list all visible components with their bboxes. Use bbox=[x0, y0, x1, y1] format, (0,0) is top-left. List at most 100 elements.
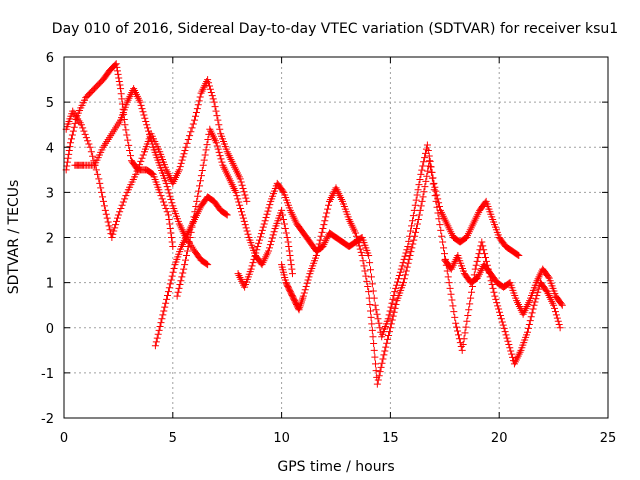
data-point bbox=[362, 272, 370, 280]
data-point bbox=[99, 193, 107, 201]
data-point bbox=[534, 288, 542, 296]
data-point bbox=[114, 70, 122, 78]
data-point bbox=[92, 166, 100, 174]
data-point bbox=[206, 85, 214, 93]
data-point bbox=[408, 222, 416, 230]
data-point bbox=[313, 248, 321, 256]
data-point bbox=[354, 239, 362, 247]
data-point bbox=[460, 335, 468, 343]
data-point bbox=[132, 170, 140, 178]
data-point bbox=[86, 143, 94, 151]
data-point bbox=[165, 215, 173, 223]
data-point bbox=[438, 232, 446, 240]
data-point bbox=[283, 234, 291, 241]
data-point bbox=[207, 88, 215, 96]
data-point bbox=[102, 210, 110, 218]
data-point bbox=[361, 267, 369, 275]
data-point bbox=[457, 342, 465, 350]
series-track bbox=[62, 76, 251, 241]
data-point bbox=[68, 131, 76, 139]
data-point bbox=[234, 195, 242, 203]
data-point bbox=[287, 261, 295, 269]
data-point bbox=[209, 95, 217, 103]
data-point bbox=[550, 301, 558, 309]
data-point bbox=[532, 295, 540, 303]
data-point bbox=[390, 308, 398, 316]
data-point bbox=[374, 376, 382, 384]
data-point bbox=[531, 298, 539, 306]
data-point bbox=[385, 328, 393, 336]
data-point bbox=[282, 229, 290, 237]
data-point bbox=[96, 179, 104, 187]
data-point bbox=[412, 196, 420, 204]
data-point bbox=[194, 192, 202, 200]
data-point bbox=[238, 181, 246, 189]
data-point bbox=[240, 188, 248, 196]
data-point bbox=[69, 127, 77, 135]
data-point bbox=[214, 145, 222, 153]
data-point bbox=[162, 299, 170, 307]
data-point bbox=[502, 331, 510, 339]
data-point bbox=[365, 294, 373, 302]
data-point bbox=[115, 74, 123, 82]
data-point bbox=[408, 217, 416, 225]
series-track bbox=[173, 125, 296, 300]
data-point bbox=[67, 135, 75, 143]
data-point bbox=[412, 228, 420, 236]
data-point bbox=[461, 329, 469, 337]
data-point bbox=[126, 146, 134, 154]
data-point bbox=[148, 140, 156, 148]
data-point bbox=[353, 235, 361, 243]
data-point bbox=[299, 294, 307, 302]
data-point bbox=[288, 265, 296, 273]
y-tick-label: -1 bbox=[41, 367, 54, 382]
data-point bbox=[168, 238, 176, 246]
data-point bbox=[113, 63, 121, 71]
y-tick-label: 3 bbox=[46, 186, 54, 201]
data-point bbox=[474, 253, 482, 261]
data-point bbox=[248, 262, 256, 270]
x-tick-label: 20 bbox=[491, 431, 508, 446]
data-point bbox=[65, 146, 73, 154]
data-point bbox=[389, 312, 397, 320]
data-point bbox=[395, 272, 403, 280]
data-point bbox=[255, 239, 263, 247]
data-point bbox=[222, 210, 230, 218]
data-point bbox=[404, 259, 412, 267]
data-point bbox=[215, 148, 223, 156]
data-point bbox=[369, 287, 377, 295]
data-point bbox=[428, 174, 436, 182]
data-point bbox=[216, 125, 224, 133]
data-point bbox=[426, 157, 434, 165]
series-track bbox=[234, 141, 523, 341]
data-point bbox=[168, 234, 176, 241]
data-point bbox=[205, 82, 213, 90]
data-point bbox=[151, 342, 159, 350]
data-point bbox=[285, 243, 293, 251]
data-point bbox=[242, 194, 250, 202]
data-point bbox=[211, 103, 219, 111]
data-point bbox=[353, 232, 361, 240]
data-point bbox=[374, 315, 382, 323]
data-point bbox=[430, 186, 438, 194]
data-point bbox=[175, 166, 183, 174]
data-point bbox=[385, 311, 393, 319]
data-point bbox=[492, 295, 500, 303]
data-point bbox=[368, 326, 376, 334]
data-point bbox=[191, 208, 199, 216]
data-point bbox=[250, 255, 258, 263]
data-point bbox=[301, 286, 309, 294]
data-point bbox=[160, 307, 168, 315]
axis-ticks: 0 5 10 15 20 25 -2 -1 0 1 2 3 4 5 6 bbox=[41, 51, 616, 446]
data-point bbox=[254, 243, 262, 251]
data-point bbox=[270, 228, 278, 236]
data-point bbox=[117, 90, 125, 98]
data-point bbox=[187, 228, 195, 236]
data-point bbox=[196, 182, 204, 190]
data-point bbox=[166, 224, 174, 232]
data-point bbox=[82, 134, 90, 142]
data-point bbox=[394, 275, 402, 283]
data-point bbox=[243, 197, 251, 205]
data-point bbox=[159, 198, 167, 206]
data-point bbox=[163, 295, 171, 303]
